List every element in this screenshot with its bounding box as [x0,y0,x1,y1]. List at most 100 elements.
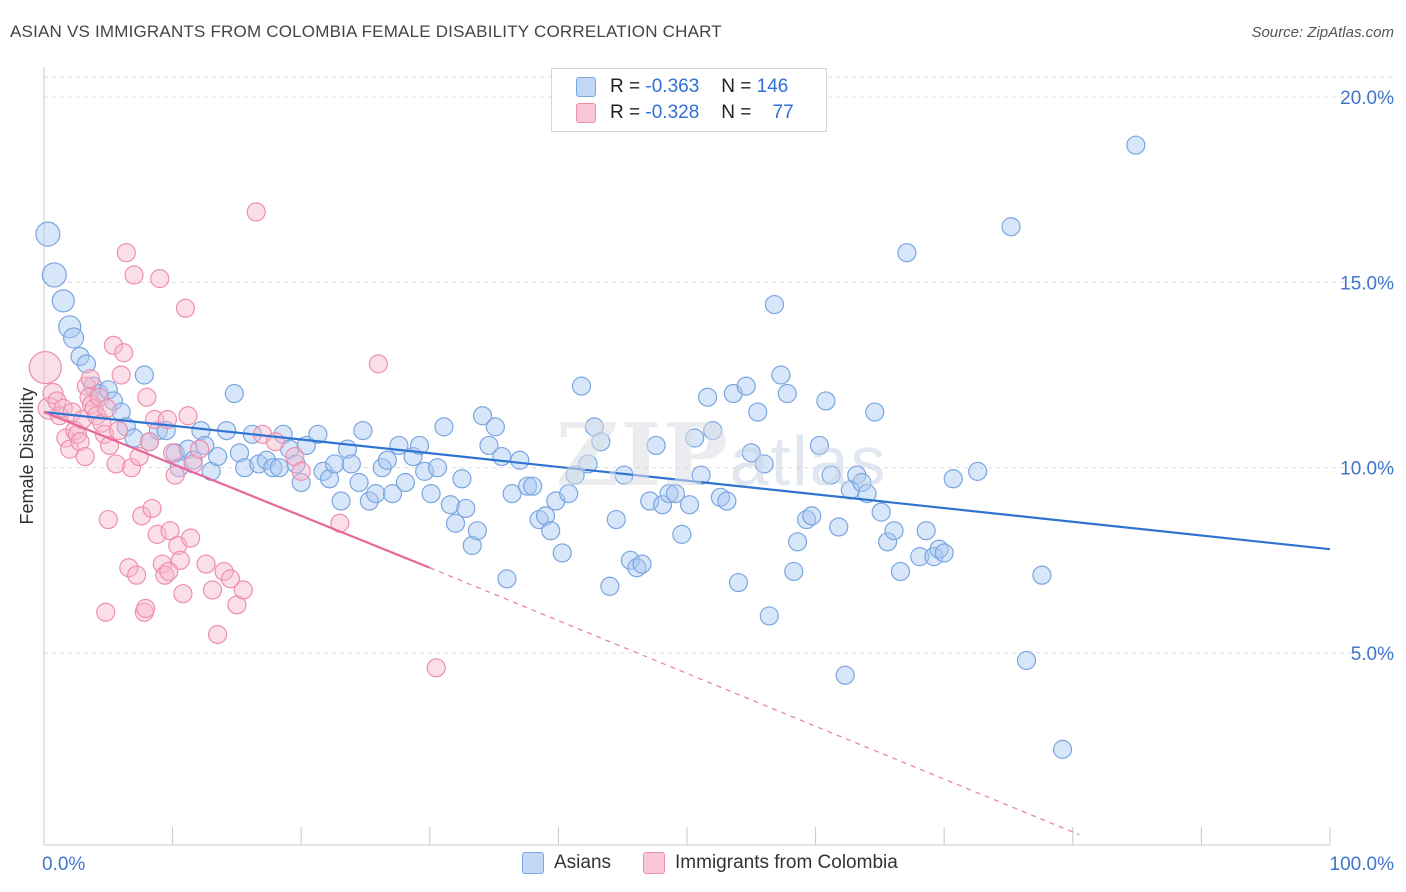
legend-row-asians: R = -0.363 N = 146 [576,75,788,99]
asians-point [620,550,641,570]
asians-point [565,465,585,485]
asians-point [382,484,403,504]
asians-point [395,472,415,493]
asians-point [319,469,340,489]
colombia-point [126,565,147,585]
colombia-point [202,580,223,600]
asians-point [771,365,791,385]
asians-point [229,443,250,463]
colombia-n-label: N = [721,102,752,123]
colombia-point [28,350,62,385]
asians-point [1001,217,1021,237]
asians-point [871,502,891,522]
asians-point [591,432,611,452]
asians-point [510,450,530,470]
asians-point [857,484,877,504]
colombia-swatch [576,103,596,123]
asians-point [479,435,499,456]
asians-r-label: R = [610,76,641,97]
asians-point [502,484,522,504]
asians-point [884,521,904,541]
colombia-r-label: R = [610,102,641,123]
asians-point [865,402,885,422]
asians-n-value: 146 [756,76,789,97]
colombia-point [155,565,175,585]
colombia-point [89,387,109,407]
asians-point [691,465,711,485]
asians-point [124,428,144,448]
stats-legend: R = -0.363 N = 146 R = -0.328 N = 77 [551,68,827,132]
asians-point [627,558,647,578]
asians-point [787,532,808,552]
asians-point [134,365,154,385]
asians-point [802,506,822,526]
grid-lines [44,76,1394,654]
colombia-point [111,365,131,385]
asians-point [523,476,543,496]
colombia-point [178,406,198,426]
asians-swatch [576,77,596,97]
chart-title: ASIAN VS IMMIGRANTS FROM COLOMBIA FEMALE… [10,22,722,41]
asians-point [269,458,289,478]
asians-point [600,576,620,596]
colombia-point [368,354,388,374]
asians-point [70,346,90,367]
colombia-point [75,446,95,467]
colombia-point [47,391,67,411]
x-tick-label-min: 0.0% [42,854,85,875]
asians-point [195,435,215,456]
asians-point [929,539,949,559]
scatter-points [28,135,1146,759]
colombia-point [150,269,170,289]
colombia-point [70,432,90,452]
asians-point [897,243,917,263]
asians-point [235,458,255,478]
legend-asians-label: Asians [554,852,612,873]
colombia-r-value: -0.328 [645,102,700,123]
asians-point [916,521,936,541]
colombia-n-value: 77 [772,102,794,123]
colombia-point [142,498,162,519]
y-tick-label: 20.0% [1340,88,1394,109]
colombia-point [159,561,179,582]
asians-point [741,443,761,463]
colombia-point [98,509,118,530]
trend-lines-front [43,410,1331,836]
asians-point [208,446,228,467]
asians-point [467,521,487,541]
colombia-point [60,439,80,459]
colombia-point [152,554,172,574]
asians-r-value: -0.363 [645,76,700,97]
colombia-point [160,521,180,541]
asians-point [313,461,333,481]
asians-point [672,524,692,544]
asians-point [541,521,561,541]
legend-colombia-label: Immigrants from Colombia [675,852,898,873]
colombia-point [246,202,266,222]
colombia-point [116,243,136,263]
asians-point [103,391,124,411]
colombia-point [137,387,157,407]
asians-point [821,465,841,485]
asians-point [535,506,556,526]
colombia-point [163,443,183,463]
asians-point [852,472,872,493]
asians-point [665,484,686,504]
asians-point [359,491,379,511]
asians-point [1016,650,1037,671]
asians-point [349,472,369,493]
asians-point [341,454,361,474]
asians-point [829,517,849,537]
asians-point [816,391,836,411]
colombia-trend-extension [429,567,1080,836]
asians-point [878,532,898,552]
colombia-point [103,335,124,355]
colombia-point [135,598,156,619]
asians-point [41,262,67,288]
asians-trend-line [43,410,1331,551]
colombia-point [165,465,185,485]
asians-point [796,509,817,530]
asians-point [1052,739,1073,759]
colombia-point [119,558,139,578]
asians-point [353,421,373,441]
